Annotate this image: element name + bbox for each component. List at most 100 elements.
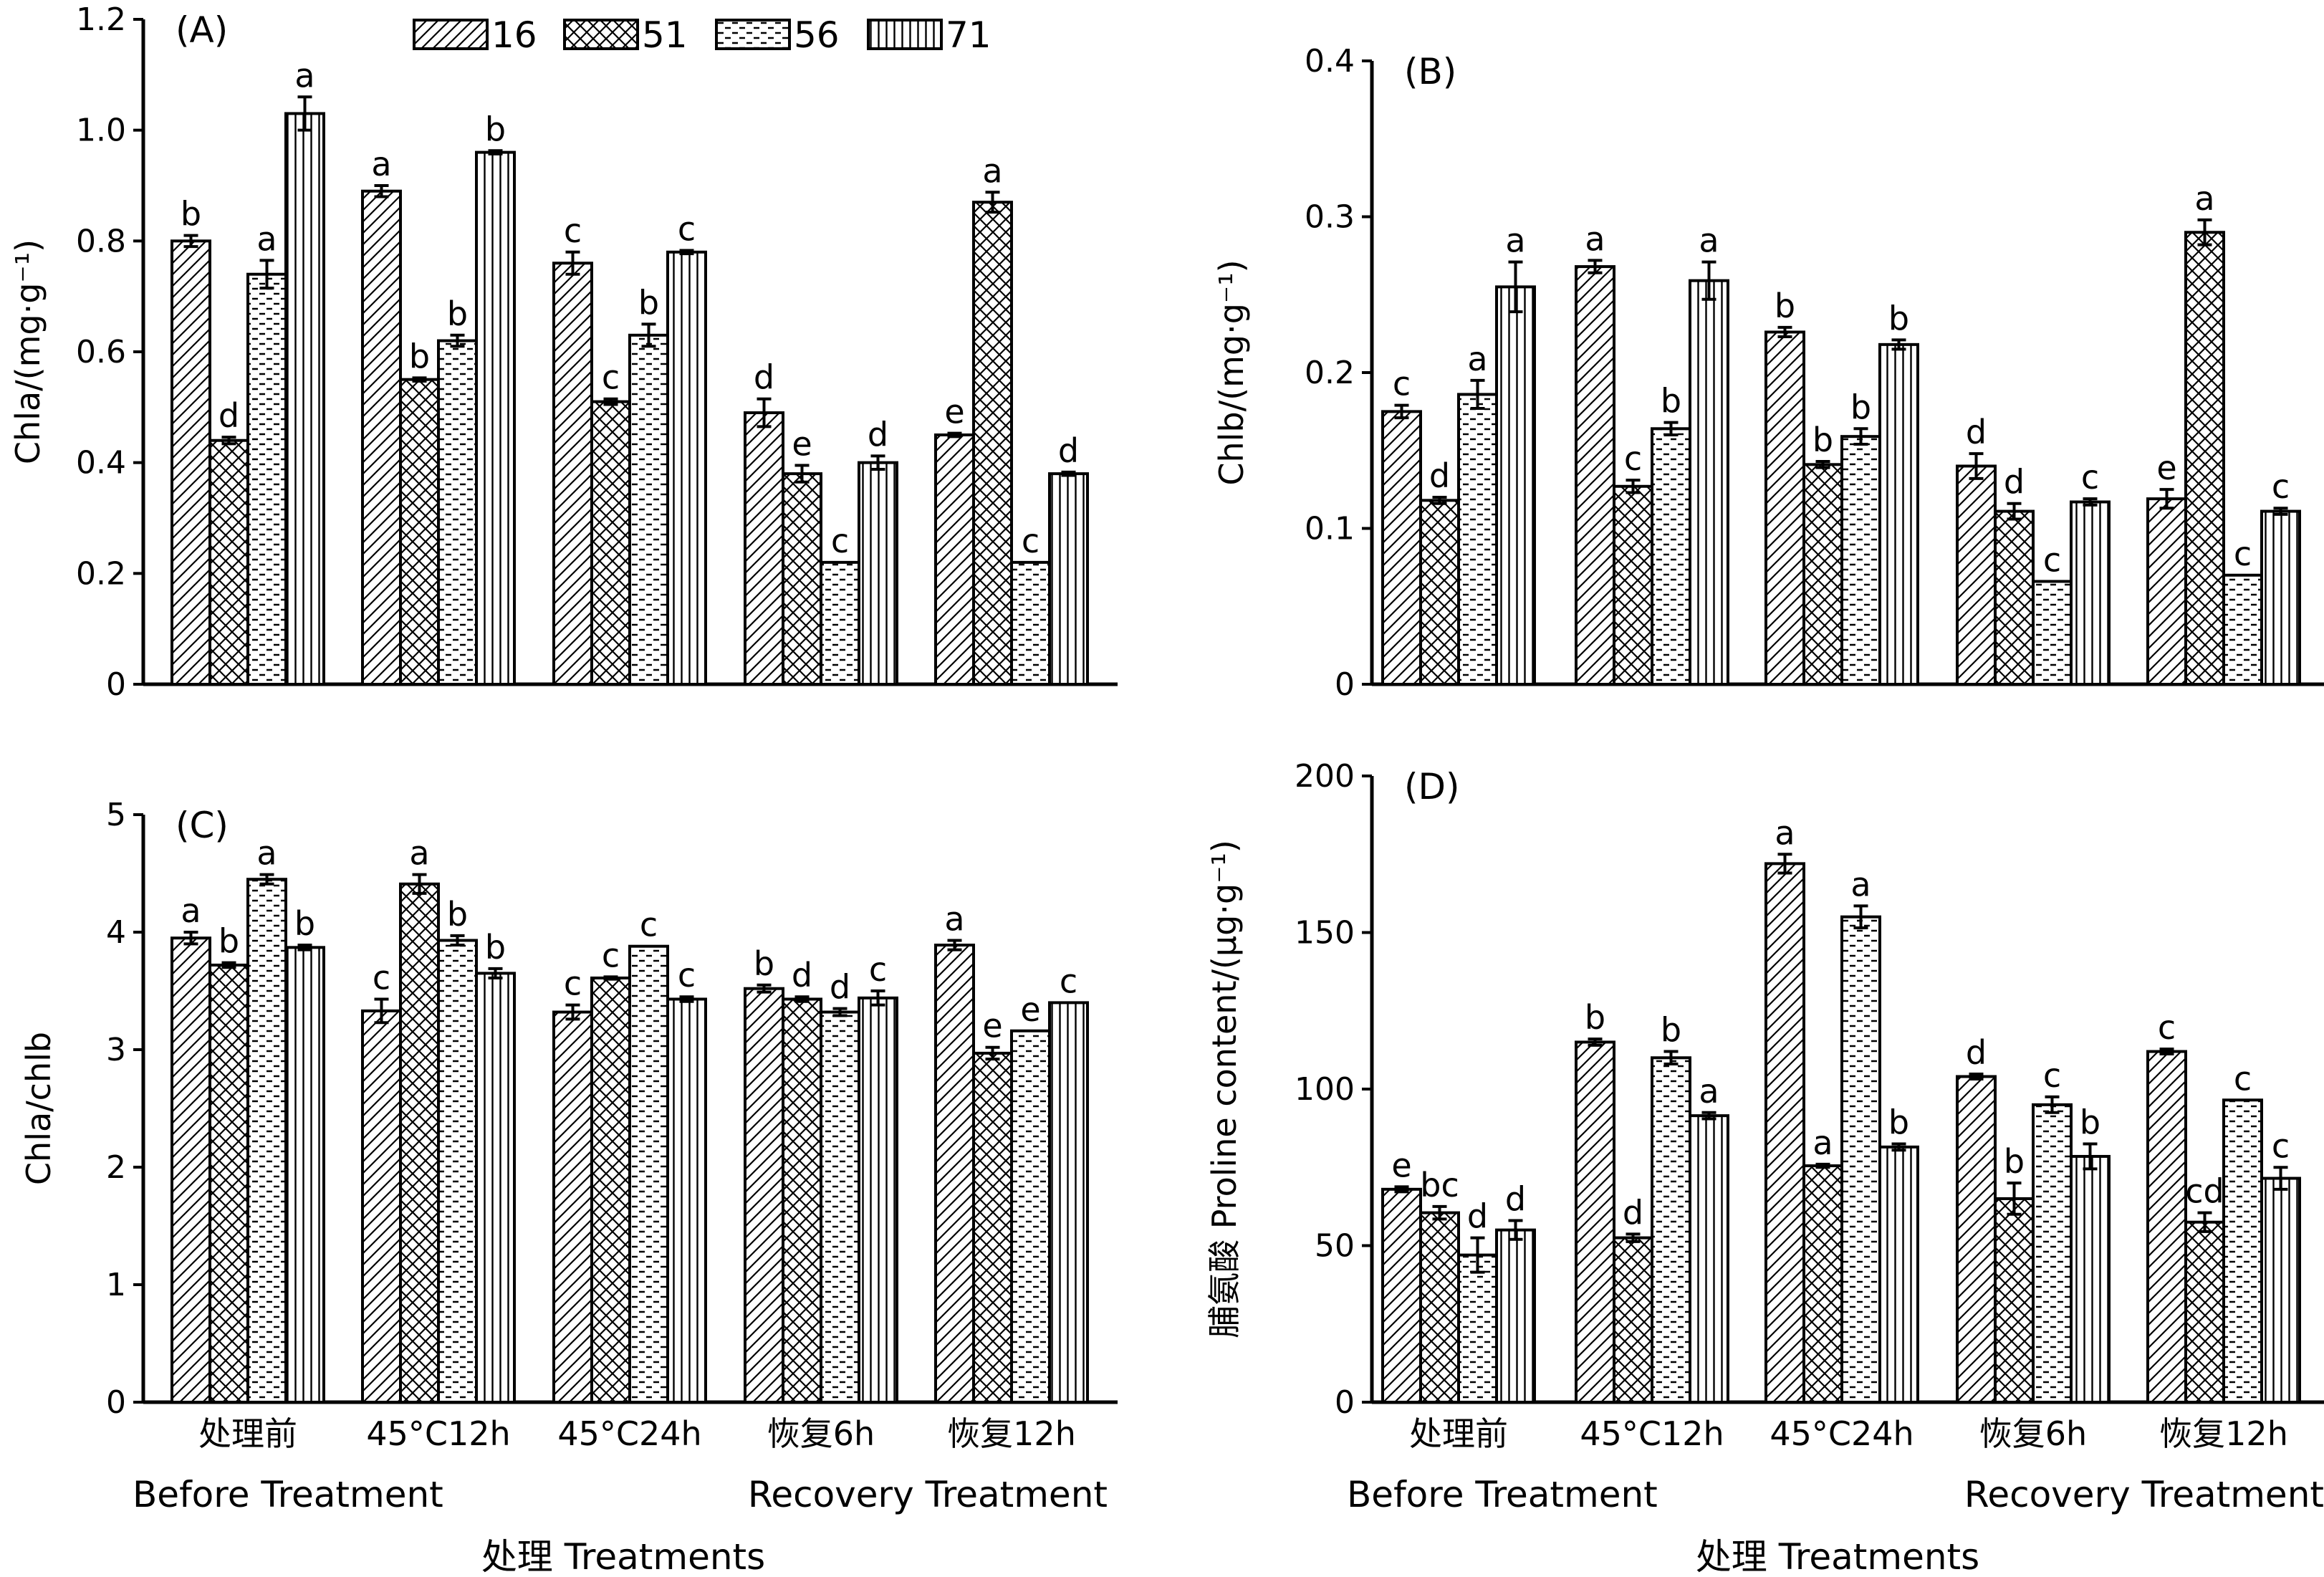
- panel-c-errorbar-s16-c2: [565, 1003, 580, 1021]
- panel-b-y-axis-label: Chlb/(mg·g⁻¹): [1212, 259, 1251, 485]
- panel-c-errorbar-s71-c3: [870, 989, 885, 1007]
- panel-a-bar-s16-c2: [552, 262, 593, 686]
- panel-b-bar-s71-c2: [1878, 342, 1919, 686]
- panel-b-errorbar-s71-c2: [1891, 338, 1906, 351]
- panel-c-bar-s51-c1: [399, 882, 440, 1404]
- panel-d-errorbar-s51-c2: [1815, 1162, 1830, 1169]
- panel-c-sig-letter-s51-c2: c: [602, 936, 620, 974]
- panel-c-sig-letter-s16-c3: b: [754, 944, 774, 983]
- panel-b-bar-s51-c2: [1802, 463, 1843, 686]
- panel-a-errorbar-s51-c1: [412, 376, 427, 383]
- panel-b-errorbar-s51-c1: [1626, 479, 1641, 494]
- panel-a-bar-s51-c3: [782, 472, 822, 686]
- panel-c-y-axis-label: Chla/chlb: [19, 1032, 58, 1185]
- panel-c-bar-s56-c2: [628, 944, 669, 1404]
- x-group-recovery-right: Recovery Treatment: [1964, 1474, 2324, 1515]
- panel-a-errorbar-s51-c0: [221, 436, 236, 446]
- legend-label-56: 56: [794, 14, 840, 56]
- panel-b-sig-letter-s16-c1: a: [1585, 219, 1605, 258]
- panel-a-errorbar-s56-c1: [450, 333, 465, 348]
- panel-b-errorbar-s16-c0: [1394, 403, 1409, 420]
- panel-c-errorbar-s16-c1: [374, 997, 389, 1025]
- panel-a-bar-s71-c4: [1048, 472, 1089, 686]
- panel-d-errorbar-s71-c0: [1508, 1219, 1523, 1241]
- panel-c-y-tick-label: 4: [106, 914, 126, 951]
- panel-d-x-tick-label: 恢复12h: [2159, 1414, 2288, 1453]
- panel-a-errorbar-s71-c4: [1061, 470, 1076, 477]
- legend: 16 51 56 71: [413, 14, 991, 56]
- panel-c-bar-s16-c2: [552, 1010, 593, 1404]
- panel-d-bar-s56-c4: [2222, 1098, 2263, 1404]
- panel-a-sig-letter-s51-c4: a: [982, 151, 1002, 190]
- panel-c-sig-letter-s51-c1: a: [409, 834, 429, 873]
- panel-c-bar-s16-c4: [934, 944, 975, 1404]
- panel-d-bar-s51-c2: [1802, 1164, 1843, 1404]
- legend-label-71: 71: [946, 14, 991, 56]
- panel-b-bar-s16-c1: [1575, 265, 1615, 686]
- panel-d-sig-letter-s71-c2: b: [1888, 1103, 1909, 1141]
- panel-c-errorbar-s71-c1: [488, 967, 503, 979]
- panel-d-sig-letter-s71-c0: d: [1505, 1180, 1526, 1219]
- panel-d-sig-letter-s56-c4: c: [2234, 1059, 2252, 1098]
- panel-c-errorbar-s16-c4: [947, 939, 962, 952]
- panel-d-errorbar-s16-c4: [2159, 1048, 2174, 1056]
- panel-a-sig-letter-s56-c2: b: [638, 283, 659, 322]
- panel-b-errorbar-s51-c2: [1815, 459, 1830, 469]
- panel-a-bar-s71-c3: [858, 461, 898, 686]
- panel-b-sig-letter-s16-c0: c: [1393, 365, 1411, 403]
- panel-c-errorbar-s56-c1: [450, 934, 465, 947]
- panel-d-y-axis-label: 脯氨酸 Proline content/(μg·g⁻¹): [1205, 840, 1244, 1338]
- panel-c-errorbar-s51-c1: [412, 873, 427, 895]
- panel-d-bar-s56-c0: [1457, 1253, 1498, 1404]
- legend-label-51: 51: [642, 14, 688, 56]
- panel-a-errorbar-s51-c2: [603, 397, 618, 406]
- panel-c-bar-s71-c4: [1048, 1001, 1089, 1404]
- panel-a-errorbar-s71-c2: [679, 249, 694, 256]
- panel-d-sig-letter-s16-c0: e: [1391, 1146, 1411, 1184]
- panel-d-x-tick-label: 处理前: [1409, 1414, 1508, 1453]
- x-group-before-right: Before Treatment: [1347, 1474, 1658, 1515]
- panel-d-errorbar-s56-c3: [2045, 1095, 2060, 1114]
- panel-d-bar-s16-c1: [1575, 1040, 1615, 1404]
- panel-c-bar-s51-c0: [208, 963, 249, 1404]
- panel-c-bar-s56-c3: [820, 1010, 860, 1404]
- panel-a-errorbar-s16-c0: [183, 234, 198, 249]
- panel-c-errorbar-s56-c0: [259, 873, 274, 886]
- panel-c-y-tick-label: 2: [106, 1149, 126, 1186]
- panel-a-sig-letter-s16-c4: e: [944, 393, 964, 431]
- panel-a-errorbar-s71-c1: [488, 149, 503, 155]
- panel-d-sig-letter-s56-c0: d: [1467, 1197, 1488, 1236]
- panel-d-sig-letter-s16-c4: c: [2158, 1008, 2176, 1047]
- panel-b-y-tick-label: 0.2: [1305, 355, 1355, 391]
- panel-a-sig-letter-s16-c0: b: [181, 195, 201, 234]
- panel-b-sig-letter-s51-c4: a: [2194, 179, 2214, 218]
- legend-swatch-56: [715, 19, 791, 50]
- panel-a-y-tick-label: 0: [106, 666, 126, 703]
- panel-c-bar-s56-c1: [437, 939, 478, 1404]
- panel-b-bar-s16-c2: [1764, 330, 1805, 686]
- panel-a-sig-letter-s71-c4: d: [1058, 431, 1079, 470]
- panel-a-errorbar-s51-c3: [794, 464, 810, 484]
- panel-c-errorbar-s71-c2: [679, 995, 694, 1003]
- panel-a-sig-letter-s71-c0: a: [294, 56, 314, 95]
- x-group-recovery-left: Recovery Treatment: [748, 1474, 1108, 1515]
- panel-b-bar-s16-c3: [1956, 464, 1997, 686]
- panel-b-sig-letter-s16-c3: d: [1966, 413, 1987, 451]
- panel-d-errorbar-s16-c3: [1969, 1073, 1984, 1081]
- panel-d-sig-letter-s51-c1: d: [1623, 1193, 1643, 1232]
- panel-b-errorbar-s16-c1: [1588, 259, 1603, 274]
- panel-a-sig-letter-s56-c0: a: [256, 219, 277, 258]
- legend-swatch-51: [563, 19, 639, 50]
- panel-b-bar-s71-c4: [2260, 509, 2301, 686]
- panel-d-bar-s71-c2: [1878, 1145, 1919, 1404]
- panel-b-bar-s56-c0: [1457, 393, 1498, 686]
- panel-b-bar-s16-c0: [1381, 410, 1422, 686]
- panel-d-bar-s71-c4: [2260, 1176, 2301, 1404]
- panel-d-errorbar-s71-c1: [1701, 1111, 1716, 1121]
- panel-a-errorbar-s16-c1: [374, 184, 389, 198]
- panel-d-errorbar-s56-c0: [1470, 1236, 1485, 1274]
- panel-d-bar-s51-c4: [2184, 1220, 2225, 1404]
- panel-c-sig-letter-s56-c0: a: [256, 834, 277, 873]
